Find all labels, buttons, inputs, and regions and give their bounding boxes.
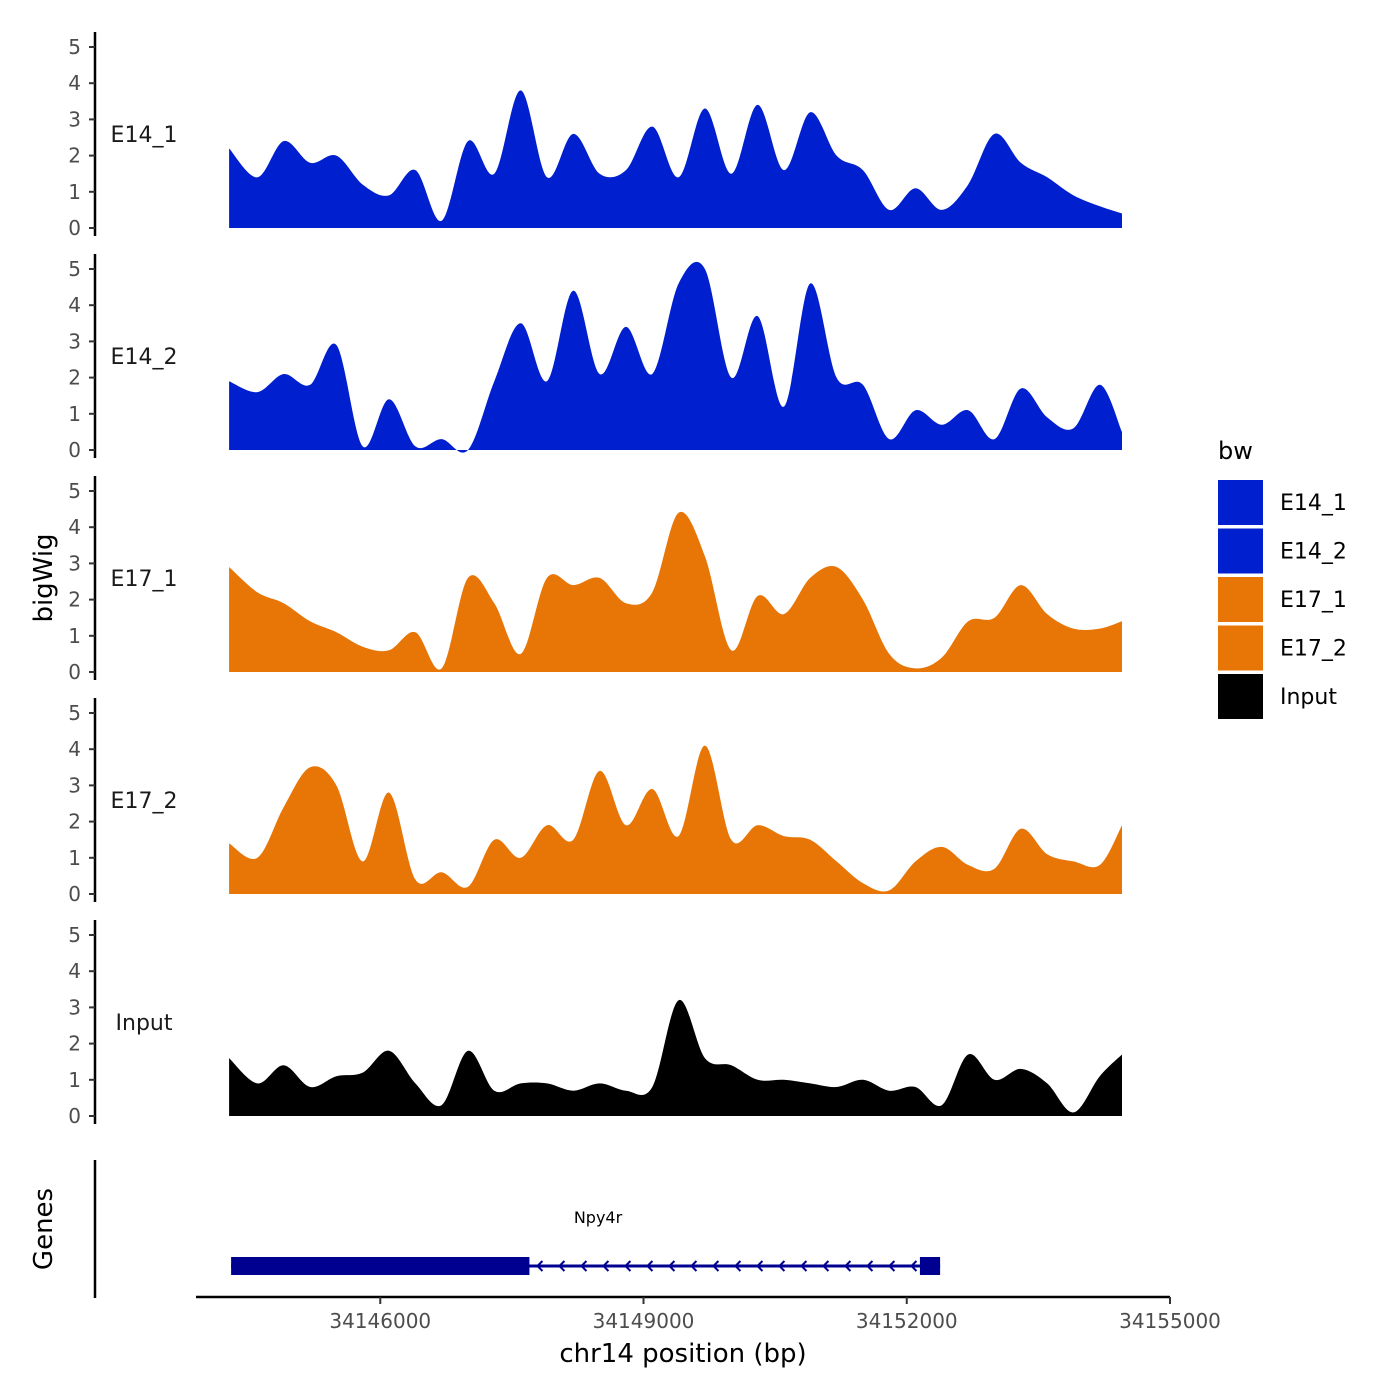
- y-tick-label: 4: [68, 71, 81, 95]
- y-tick-label: 4: [68, 737, 81, 761]
- strand-arrow: [800, 1260, 808, 1272]
- area-E17_1: [229, 511, 1122, 672]
- track-label-Input: Input: [116, 1011, 173, 1036]
- strand-arrow: [778, 1260, 786, 1272]
- y-tick-label: 2: [68, 144, 81, 168]
- y-tick-label: 0: [68, 882, 81, 906]
- panel-E17_2: 0 1 2 3 4 5 E17_2: [68, 698, 1122, 906]
- x-axis: 34146000 34149000 34152000 34155000: [196, 1295, 1221, 1333]
- strand-arrow: [910, 1260, 918, 1272]
- y-tick-label: 0: [68, 660, 81, 684]
- y-tick-label: 1: [68, 624, 81, 648]
- y-tick-label: 3: [68, 329, 81, 353]
- gene-name-label: Npy4r: [574, 1208, 623, 1227]
- bigwig-panels: 0 1 2 3 4 5 E14_1 0 1 2 3 4 5 E14_2 0 1 2 3 4 5 E17_1 0 1 2 3 4 5 E…: [68, 32, 1122, 1128]
- y-tick-label: 5: [68, 35, 81, 59]
- legend-key-Input: [1218, 674, 1263, 719]
- x-axis-title: chr14 position (bp): [559, 1339, 806, 1369]
- x-tick-label: 34155000: [1119, 1309, 1221, 1333]
- panel-E14_1: 0 1 2 3 4 5 E14_1: [68, 32, 1122, 240]
- gene-exon: [919, 1257, 941, 1275]
- legend-key-E17_1: [1218, 577, 1263, 622]
- legend-label-E17_2: E17_2: [1280, 637, 1347, 662]
- y-tick-label: 2: [68, 366, 81, 390]
- strand-arrow: [668, 1260, 676, 1272]
- strand-arrow: [712, 1260, 720, 1272]
- panel-E14_2: 0 1 2 3 4 5 E14_2: [68, 254, 1122, 462]
- y-tick-label: 4: [68, 959, 81, 983]
- legend-label-Input: Input: [1280, 685, 1337, 710]
- y-tick-label: 4: [68, 293, 81, 317]
- strand-arrow: [756, 1260, 764, 1272]
- legend-label-E14_2: E14_2: [1280, 540, 1347, 565]
- gene-exon: [231, 1257, 530, 1275]
- y-tick-label: 3: [68, 551, 81, 575]
- strand-arrow: [624, 1260, 632, 1272]
- strand-arrow: [866, 1260, 874, 1272]
- y-tick-label: 2: [68, 588, 81, 612]
- y-tick-label: 1: [68, 402, 81, 426]
- area-E17_2: [229, 745, 1122, 894]
- y-tick-label: 1: [68, 846, 81, 870]
- genes-axis-title: Genes: [29, 1188, 59, 1270]
- strand-arrow: [580, 1260, 588, 1272]
- legend: bw E14_1 E14_2 E17_1 E17_2 Input: [1218, 437, 1347, 719]
- x-tick-label: 34149000: [593, 1309, 695, 1333]
- panel-E17_1: 0 1 2 3 4 5 E17_1: [68, 476, 1122, 684]
- gene-track: Npy4r: [93, 1160, 941, 1298]
- y-tick-label: 5: [68, 479, 81, 503]
- y-tick-label: 0: [68, 438, 81, 462]
- x-tick-label: 34152000: [856, 1309, 958, 1333]
- strand-arrow: [602, 1260, 610, 1272]
- y-tick-label: 5: [68, 257, 81, 281]
- strand-arrow: [822, 1260, 830, 1272]
- track-label-E14_2: E14_2: [111, 345, 178, 370]
- legend-label-E17_1: E17_1: [1280, 588, 1347, 613]
- y-tick-label: 5: [68, 701, 81, 725]
- strand-arrow: [734, 1260, 742, 1272]
- strand-arrow: [888, 1260, 896, 1272]
- y-tick-label: 0: [68, 216, 81, 240]
- legend-key-E14_2: [1218, 528, 1263, 574]
- track-label-E17_1: E17_1: [111, 567, 178, 592]
- area-E14_2: [229, 261, 1122, 453]
- strand-arrow: [536, 1260, 544, 1272]
- y-tick-label: 3: [68, 107, 81, 131]
- y-tick-label: 2: [68, 1032, 81, 1056]
- y-tick-label: 4: [68, 515, 81, 539]
- strand-arrow: [844, 1260, 852, 1272]
- area-E14_1: [229, 90, 1122, 228]
- y-tick-label: 3: [68, 995, 81, 1019]
- y-axis-title: bigWig: [29, 533, 59, 622]
- x-tick-label: 34146000: [329, 1309, 431, 1333]
- legend-key-E17_2: [1218, 625, 1263, 671]
- strand-arrow: [646, 1260, 654, 1272]
- y-tick-label: 5: [68, 923, 81, 947]
- track-label-E17_2: E17_2: [111, 789, 178, 814]
- legend-label-E14_1: E14_1: [1280, 491, 1347, 516]
- y-tick-label: 2: [68, 810, 81, 834]
- panel-Input: 0 1 2 3 4 5 Input: [68, 920, 1122, 1128]
- legend-title: bw: [1218, 437, 1253, 465]
- track-label-E14_1: E14_1: [111, 123, 178, 148]
- y-tick-label: 3: [68, 773, 81, 797]
- area-Input: [229, 999, 1122, 1116]
- legend-key-E14_1: [1218, 480, 1263, 525]
- strand-arrow: [558, 1260, 566, 1272]
- strand-arrow: [690, 1260, 698, 1272]
- y-tick-label: 0: [68, 1104, 81, 1128]
- y-tick-label: 1: [68, 180, 81, 204]
- y-tick-label: 1: [68, 1068, 81, 1092]
